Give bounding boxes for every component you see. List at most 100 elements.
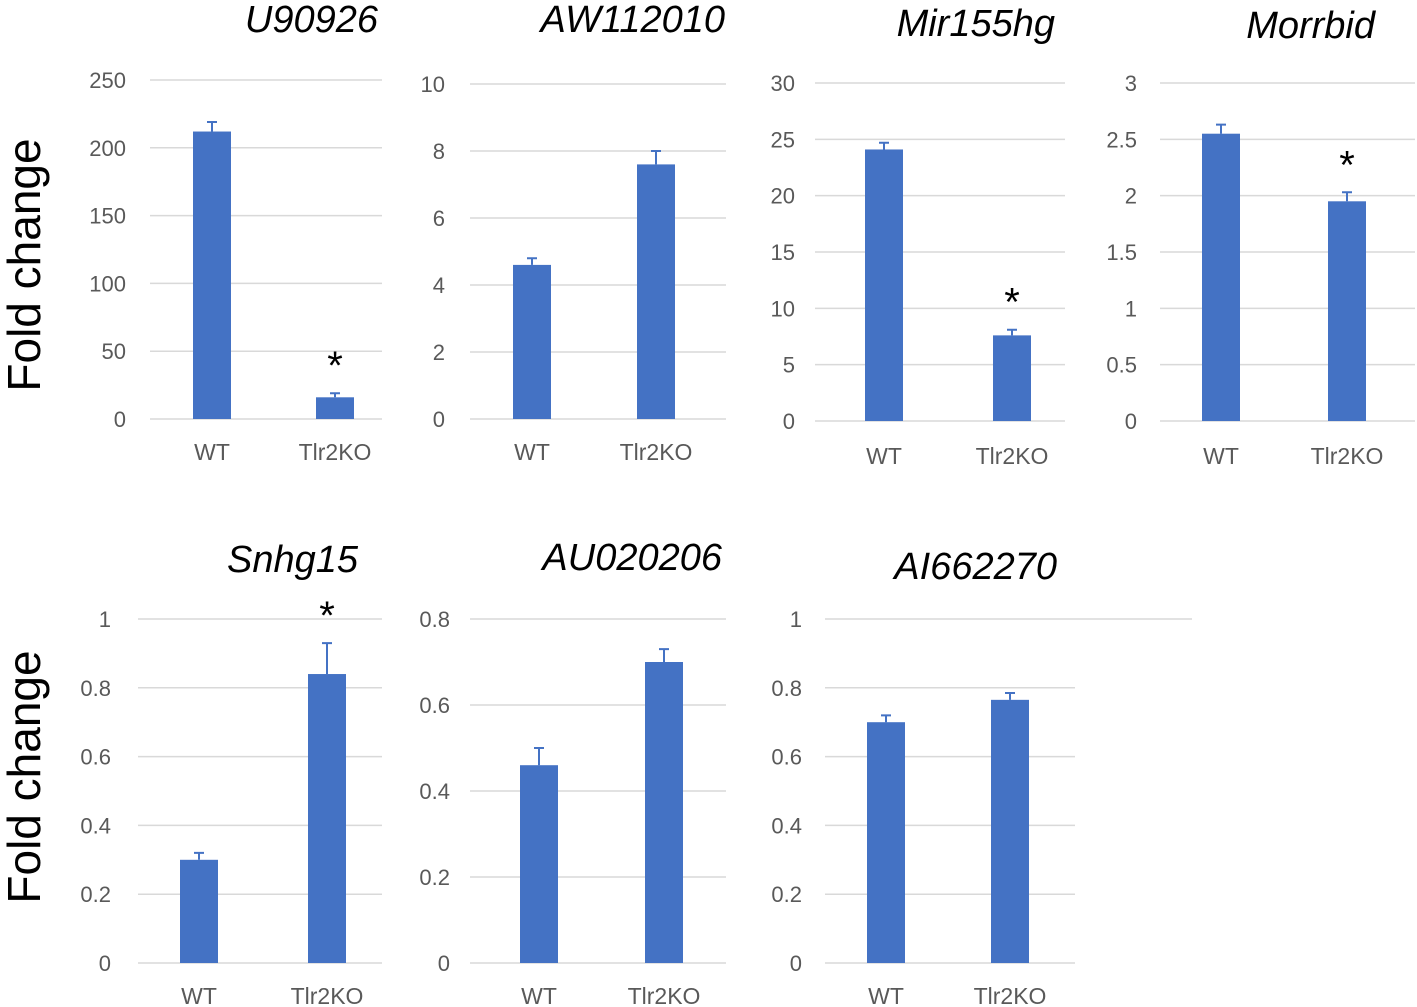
y-tick-label: 1 [1125,296,1137,321]
y-axis-label-bottom: Fold change [0,650,50,903]
error-bar [194,851,204,860]
x-category-label: Tlr2KO [974,983,1047,1007]
error-bar [534,747,544,766]
y-tick-label: 0.4 [419,779,450,804]
y-tick-label: 2.5 [1106,127,1137,152]
error-bar [659,648,669,662]
y-tick-label: 0.4 [771,813,802,838]
bar-wt [520,765,558,963]
y-tick-label: 1.5 [1106,240,1137,265]
bar-wt [193,131,231,419]
significance-marker: * [1339,143,1355,187]
error-bar [527,257,537,265]
error-bar [330,392,340,398]
y-tick-label: 0 [438,951,450,976]
y-tick-label: 0.8 [80,676,111,701]
bar-tlr2ko [1328,201,1366,421]
y-tick-label: 200 [89,136,126,161]
y-tick-label: 0 [114,407,126,432]
y-tick-label: 6 [433,206,445,231]
y-tick-label: 100 [89,271,126,296]
y-tick-label: 0.2 [771,882,802,907]
y-tick-label: 2 [433,340,445,365]
y-tick-label: 5 [783,353,795,378]
bar-tlr2ko [308,674,346,963]
x-category-label: WT [521,983,557,1007]
chart-title: Mir155hg [897,3,1055,45]
error-bar [322,642,332,675]
y-tick-label: 0 [99,951,111,976]
y-tick-label: 0.4 [80,813,111,838]
y-tick-label: 0.8 [771,676,802,701]
y-tick-label: 10 [421,72,445,97]
y-tick-label: 25 [771,127,795,152]
error-bar [879,141,889,150]
y-tick-label: 2 [1125,184,1137,209]
x-category-label: WT [868,983,904,1007]
panel-snhg15: Snhg15 0 0.2 0.4 0.6 0.8 1 WT Tlr2KO * [80,539,382,1007]
y-tick-label: 1 [790,607,802,632]
x-category-label: WT [1203,443,1239,469]
bar-wt [1202,133,1240,421]
chart-title: AW112010 [538,0,725,41]
y-tick-label: 20 [771,184,795,209]
x-category-label: WT [181,983,217,1007]
panel-aw112010: AW112010 0 2 4 6 8 10 WT Tlr2KO [421,0,726,465]
x-category-label: Tlr2KO [620,439,693,465]
y-tick-label: 0.2 [419,865,450,890]
x-category-label: Tlr2KO [628,983,701,1007]
x-category-label: WT [866,443,902,469]
y-tick-label: 3 [1125,71,1137,96]
y-tick-label: 0.5 [1106,353,1137,378]
bar-wt [867,722,905,963]
y-tick-label: 10 [771,296,795,321]
x-category-label: Tlr2KO [1311,443,1384,469]
panel-ai662270: AI662270 0 0.2 0.4 0.6 0.8 1 WT Tlr2KO [771,546,1192,1007]
error-bar [207,121,217,132]
significance-marker: * [1004,281,1020,325]
bar-wt [180,859,218,963]
x-category-label: Tlr2KO [976,443,1049,469]
x-category-label: Tlr2KO [291,983,364,1007]
bar-wt [513,264,551,419]
y-tick-label: 0.6 [419,693,450,718]
y-tick-label: 4 [433,273,445,298]
y-tick-label: 0.2 [80,882,111,907]
y-tick-label: 1 [99,607,111,632]
error-bar [1216,123,1226,134]
significance-marker: * [327,344,343,388]
y-tick-label: 250 [89,68,126,93]
y-tick-label: 0 [790,951,802,976]
y-tick-label: 0.6 [771,745,802,770]
error-bar [1005,691,1015,700]
chart-title: AU020206 [540,537,722,579]
chart-title: AI662270 [892,546,1057,588]
y-tick-label: 0 [433,407,445,432]
bar-tlr2ko [637,164,675,419]
y-tick-label: 0.6 [80,745,111,770]
y-tick-label: 0.8 [419,607,450,632]
y-tick-label: 0 [783,409,795,434]
y-axis-label-top: Fold change [0,138,50,391]
error-bar [651,150,661,165]
y-tick-label: 8 [433,139,445,164]
chart-title: Morrbid [1246,5,1377,47]
x-category-label: Tlr2KO [299,439,372,465]
bar-wt [865,149,903,421]
error-bar [881,714,891,723]
panel-mir155hg: Mir155hg 0 5 10 15 20 25 30 WT Tlr2KO * [771,3,1065,469]
chart-title: Snhg15 [227,539,359,581]
panel-au020206: AU020206 0 0.2 0.4 0.6 0.8 WT Tlr2KO [419,537,726,1007]
chart-title: U90926 [245,0,379,41]
bar-tlr2ko [993,335,1031,421]
bar-tlr2ko [991,699,1029,963]
error-bar [1342,191,1352,202]
y-tick-label: 0 [1125,409,1137,434]
bar-tlr2ko [645,662,683,963]
y-tick-label: 30 [771,71,795,96]
significance-marker: * [319,594,335,638]
error-bar [1007,328,1017,336]
panel-u90926: U90926 0 50 100 150 200 250 WT Tlr2KO * [89,0,382,465]
